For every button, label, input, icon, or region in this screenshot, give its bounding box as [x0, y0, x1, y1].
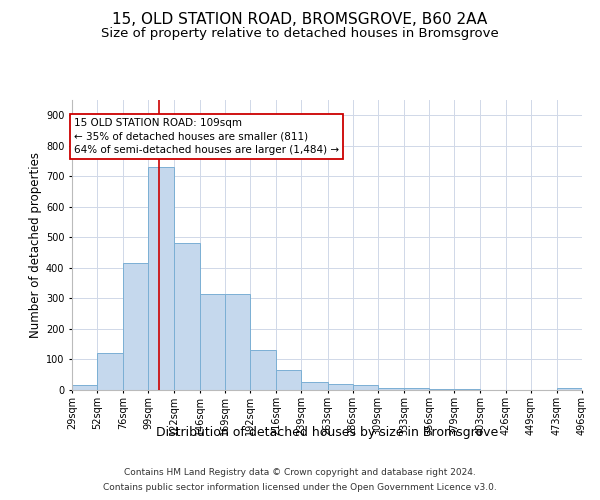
Bar [72, 384, 97, 390]
Text: Contains HM Land Registry data © Crown copyright and database right 2024.: Contains HM Land Registry data © Crown c… [124, 468, 476, 477]
Text: 15 OLD STATION ROAD: 109sqm
← 35% of detached houses are smaller (811)
64% of se: 15 OLD STATION ROAD: 109sqm ← 35% of det… [74, 118, 340, 154]
Bar [173, 244, 200, 390]
Bar [225, 294, 250, 390]
Bar [148, 167, 173, 390]
Bar [276, 370, 301, 390]
Bar [250, 350, 276, 390]
Bar [124, 264, 148, 390]
Bar [404, 388, 429, 390]
Text: Contains public sector information licensed under the Open Government Licence v3: Contains public sector information licen… [103, 483, 497, 492]
Bar [353, 386, 378, 390]
Bar [200, 294, 225, 390]
Bar [97, 354, 124, 390]
Bar [301, 382, 328, 390]
Bar [557, 388, 582, 390]
Bar [429, 389, 454, 390]
Bar [328, 384, 353, 390]
Y-axis label: Number of detached properties: Number of detached properties [29, 152, 41, 338]
Text: Distribution of detached houses by size in Bromsgrove: Distribution of detached houses by size … [156, 426, 498, 439]
Text: 15, OLD STATION ROAD, BROMSGROVE, B60 2AA: 15, OLD STATION ROAD, BROMSGROVE, B60 2A… [112, 12, 488, 28]
Text: Size of property relative to detached houses in Bromsgrove: Size of property relative to detached ho… [101, 28, 499, 40]
Bar [378, 388, 404, 390]
